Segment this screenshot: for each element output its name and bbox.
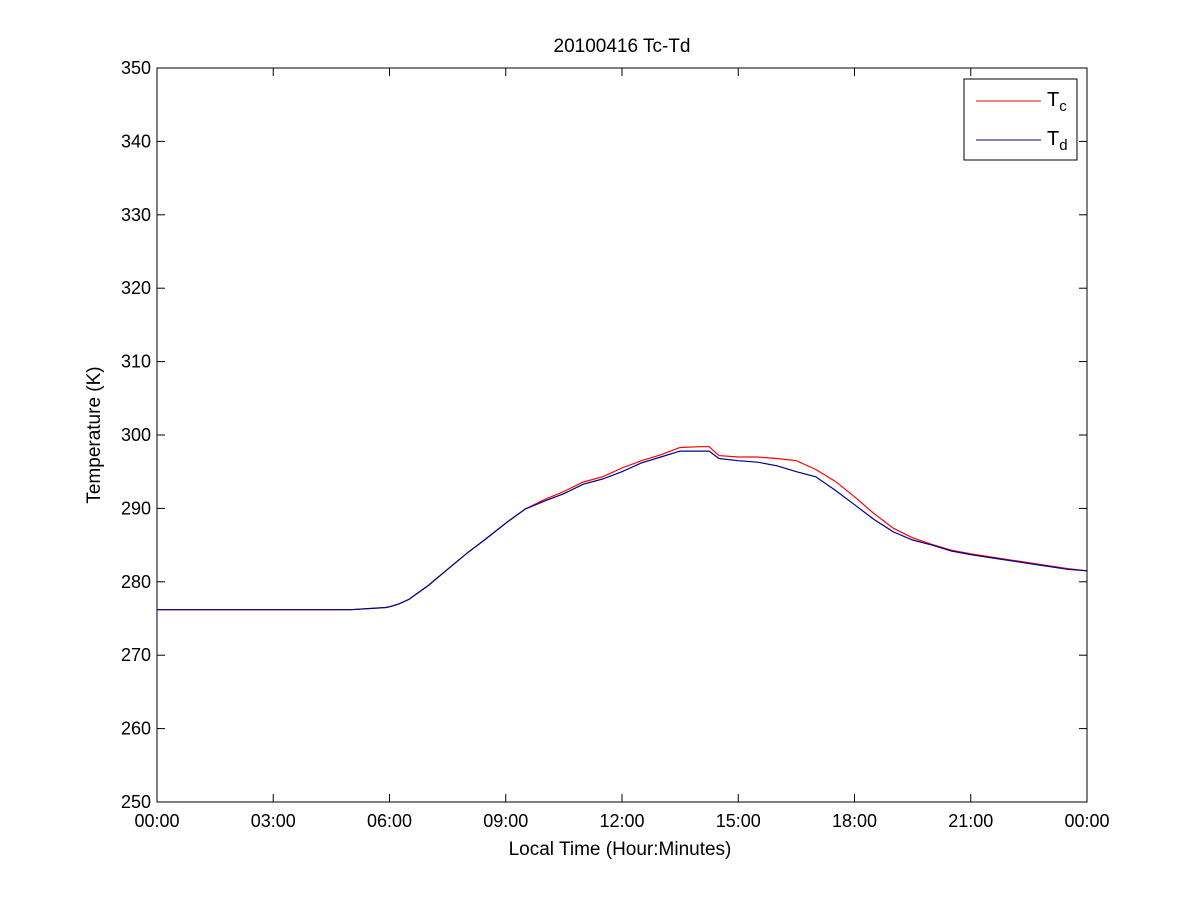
- x-tick-label: 12:00: [599, 811, 644, 831]
- chart-title: 20100416 Tc-Td: [554, 36, 691, 57]
- y-tick-label: 320: [121, 278, 151, 298]
- y-axis-label: Temperature (K): [84, 366, 105, 503]
- x-tick-label: 09:00: [483, 811, 528, 831]
- x-ticks: 00:00 03:00 06:00 09:00 12:00 15:00 18:00 21:00…: [134, 68, 1110, 831]
- y-ticks: 250 260 270 280 290 300 310 320 330 340 350: [121, 58, 1087, 812]
- x-tick-label: 21:00: [948, 811, 993, 831]
- y-tick-label: 260: [121, 719, 151, 739]
- series-layer: [157, 446, 1088, 611]
- x-tick-label: 00:00: [1064, 811, 1109, 831]
- legend-label-td: Td: [1047, 128, 1068, 154]
- x-tick-label: 15:00: [716, 811, 761, 831]
- y-tick-label: 330: [121, 205, 151, 225]
- legend-label-tc: Tc: [1047, 89, 1067, 115]
- y-tick-label: 280: [121, 572, 151, 592]
- y-tick-label: 300: [121, 425, 151, 445]
- x-tick-label: 00:00: [134, 811, 179, 831]
- x-axis-label: Local Time (Hour:Minutes): [509, 839, 732, 860]
- legend-label-tc-main: T: [1047, 89, 1059, 111]
- y-tick-label: 310: [121, 352, 151, 372]
- legend-box: [963, 78, 1078, 161]
- legend-label-td-main: T: [1047, 128, 1059, 150]
- y-tick-label: 340: [121, 131, 151, 151]
- y-tick-label: 270: [121, 645, 151, 665]
- legend-label-tc-sub: c: [1059, 98, 1067, 115]
- series-line-td: [157, 450, 1088, 611]
- x-tick-label: 03:00: [251, 811, 296, 831]
- legend: Tc Td: [963, 78, 1078, 161]
- x-tick-label: 18:00: [832, 811, 877, 831]
- legend-label-td-sub: d: [1059, 137, 1067, 154]
- y-tick-label: 350: [121, 58, 151, 78]
- y-tick-label: 250: [121, 792, 151, 812]
- x-tick-label: 06:00: [367, 811, 412, 831]
- y-tick-label: 290: [121, 498, 151, 518]
